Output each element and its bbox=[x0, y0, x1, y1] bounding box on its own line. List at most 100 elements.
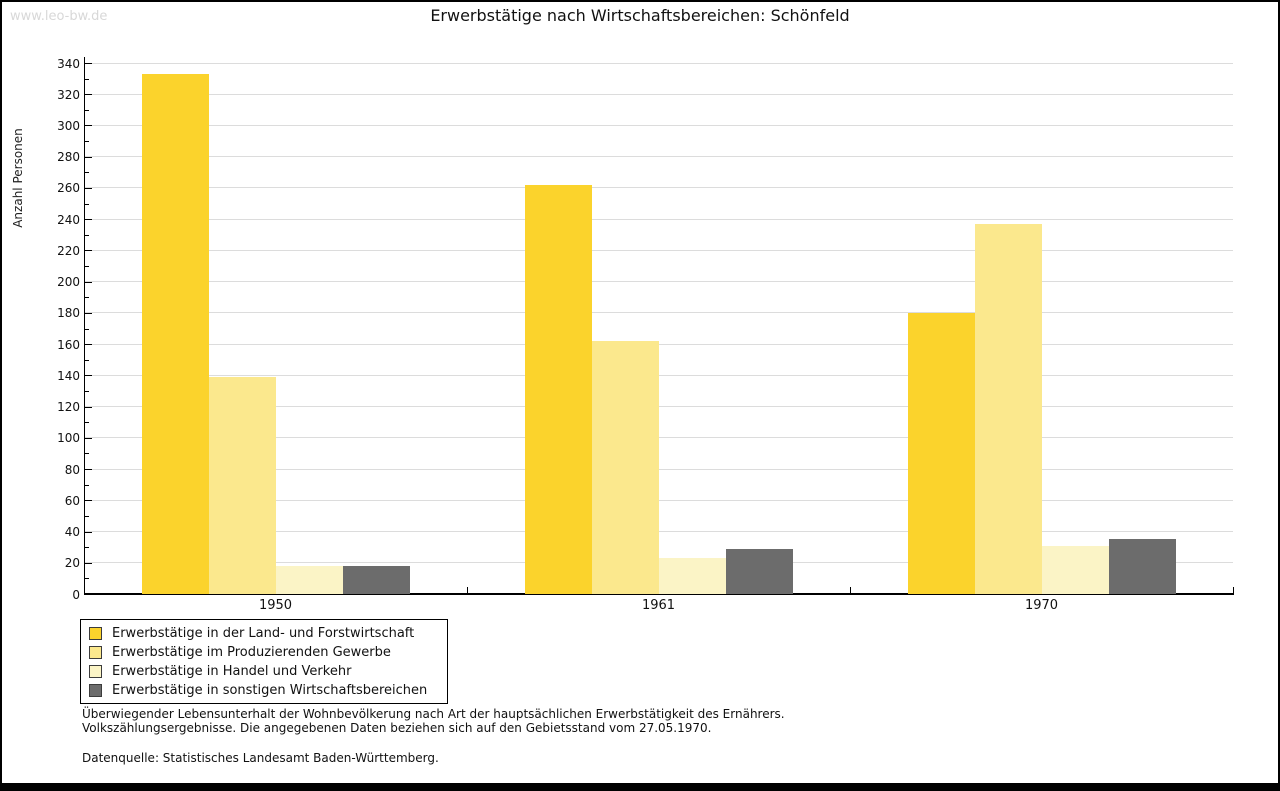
grid-line bbox=[85, 531, 1233, 533]
legend-swatch-icon bbox=[89, 627, 102, 640]
grid-line bbox=[85, 312, 1233, 314]
bar bbox=[725, 548, 793, 594]
y-minor-tick bbox=[85, 328, 89, 330]
legend-swatch-icon bbox=[89, 665, 102, 678]
y-major-tick bbox=[85, 594, 92, 595]
y-minor-tick bbox=[85, 578, 89, 580]
grid-line bbox=[85, 343, 1233, 345]
grid-line bbox=[85, 406, 1233, 408]
y-major-tick bbox=[85, 312, 92, 314]
y-minor-tick bbox=[85, 172, 89, 174]
y-major-tick bbox=[85, 125, 92, 127]
y-major-tick bbox=[85, 63, 92, 64]
footnote-line-1: Überwiegender Lebensunterhalt der Wohnbe… bbox=[82, 707, 785, 721]
grid-line bbox=[85, 218, 1233, 220]
bar bbox=[658, 558, 726, 594]
y-major-tick bbox=[85, 500, 92, 502]
x-axis-end-tick bbox=[1233, 587, 1234, 593]
grid-line bbox=[85, 468, 1233, 470]
y-tick-label: 140 bbox=[57, 368, 80, 383]
bar bbox=[208, 376, 276, 594]
y-tick-label: 20 bbox=[64, 556, 80, 571]
y-minor-tick bbox=[85, 266, 89, 268]
y-major-tick bbox=[85, 187, 92, 189]
watermark: www.leo-bw.de bbox=[10, 9, 108, 24]
bar bbox=[1041, 545, 1109, 594]
bar bbox=[342, 565, 410, 594]
grid-line bbox=[85, 437, 1233, 439]
y-major-tick bbox=[85, 250, 92, 252]
y-major-tick bbox=[85, 94, 92, 96]
y-major-tick bbox=[85, 562, 92, 564]
grid-line bbox=[85, 281, 1233, 283]
y-major-tick bbox=[85, 406, 92, 408]
legend-label: Erwerbstätige in sonstigen Wirtschaftsbe… bbox=[112, 683, 428, 698]
legend-item: Erwerbstätige im Produzierenden Gewerbe bbox=[89, 643, 447, 662]
x-axis-tick bbox=[850, 587, 851, 593]
legend: Erwerbstätige in der Land- und Forstwirt… bbox=[80, 619, 448, 704]
y-minor-tick bbox=[85, 547, 89, 549]
y-tick-label: 200 bbox=[57, 275, 80, 290]
bar bbox=[974, 223, 1042, 594]
y-tick-label: 280 bbox=[57, 150, 80, 165]
y-minor-tick bbox=[85, 141, 89, 143]
bar bbox=[141, 73, 209, 594]
y-minor-tick bbox=[85, 78, 89, 80]
footnotes: Überwiegender Lebensunterhalt der Wohnbe… bbox=[82, 707, 785, 735]
bar bbox=[275, 565, 343, 594]
grid-line bbox=[85, 124, 1233, 126]
grid-line bbox=[85, 93, 1233, 95]
legend-label: Erwerbstätige in der Land- und Forstwirt… bbox=[112, 626, 415, 641]
y-minor-tick bbox=[85, 453, 89, 455]
footnote-line-2: Volkszählungsergebnisse. Die angegebenen… bbox=[82, 720, 712, 735]
bar bbox=[1108, 539, 1176, 594]
y-major-tick bbox=[85, 156, 92, 158]
y-major-tick bbox=[85, 469, 92, 471]
y-tick-label: 180 bbox=[57, 306, 80, 321]
y-major-tick bbox=[85, 375, 92, 377]
y-major-tick bbox=[85, 281, 92, 283]
y-major-tick bbox=[85, 531, 92, 533]
y-minor-tick bbox=[85, 234, 89, 236]
legend-item: Erwerbstätige in sonstigen Wirtschaftsbe… bbox=[89, 681, 447, 700]
y-tick-label: 0 bbox=[72, 587, 80, 602]
bar bbox=[524, 184, 592, 594]
grid-line bbox=[85, 187, 1233, 189]
y-major-tick bbox=[85, 219, 92, 221]
chart-title: Erwerbstätige nach Wirtschaftsbereichen:… bbox=[430, 6, 850, 25]
y-tick-label: 240 bbox=[57, 212, 80, 227]
y-axis-line bbox=[84, 57, 85, 594]
legend-item: Erwerbstätige in der Land- und Forstwirt… bbox=[89, 624, 447, 643]
y-tick-label: 320 bbox=[57, 87, 80, 102]
y-minor-tick bbox=[85, 515, 89, 517]
legend-label: Erwerbstätige im Produzierenden Gewerbe bbox=[112, 645, 391, 660]
x-category-label: 1950 bbox=[258, 598, 293, 613]
y-tick-label: 40 bbox=[64, 525, 80, 540]
y-tick-label: 220 bbox=[57, 243, 80, 258]
x-category-label: 1961 bbox=[641, 598, 676, 613]
y-tick-label: 160 bbox=[57, 337, 80, 352]
y-minor-tick bbox=[85, 359, 89, 361]
y-tick-label: 340 bbox=[57, 56, 80, 71]
legend-item: Erwerbstätige in Handel und Verkehr bbox=[89, 662, 447, 681]
legend-swatch-icon bbox=[89, 684, 102, 697]
y-tick-label: 80 bbox=[64, 462, 80, 477]
bar bbox=[907, 312, 975, 594]
grid-line bbox=[85, 62, 1233, 64]
grid-line bbox=[85, 499, 1233, 501]
y-minor-tick bbox=[85, 422, 89, 424]
legend-swatch-icon bbox=[89, 646, 102, 659]
y-tick-label: 60 bbox=[64, 493, 80, 508]
legend-label: Erwerbstätige in Handel und Verkehr bbox=[112, 664, 352, 679]
grid-line bbox=[85, 156, 1233, 158]
y-minor-tick bbox=[85, 484, 89, 486]
x-axis-tick bbox=[467, 587, 468, 593]
y-major-tick bbox=[85, 437, 92, 439]
y-tick-label: 100 bbox=[57, 431, 80, 446]
y-tick-label: 300 bbox=[57, 118, 80, 133]
bar bbox=[591, 340, 659, 594]
y-major-tick bbox=[85, 344, 92, 346]
data-source-line: Datenquelle: Statistisches Landesamt Bad… bbox=[82, 751, 439, 765]
